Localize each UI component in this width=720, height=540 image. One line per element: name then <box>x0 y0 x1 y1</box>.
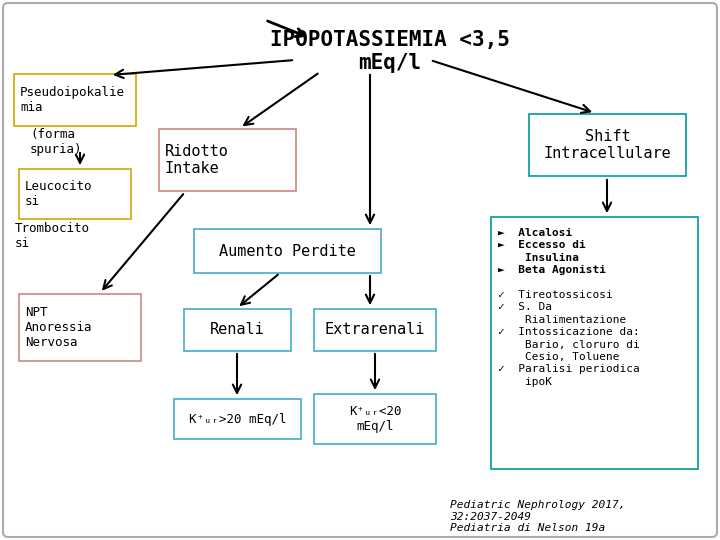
Text: Aumento Perdite: Aumento Perdite <box>219 244 356 259</box>
Text: K⁺ᵤᵣ>20 mEq/l: K⁺ᵤᵣ>20 mEq/l <box>189 413 287 426</box>
Text: ►  Alcalosi: ► Alcalosi <box>498 228 572 238</box>
FancyBboxPatch shape <box>159 129 296 191</box>
Text: IPOPOTASSIEMIA <3,5
mEq/l: IPOPOTASSIEMIA <3,5 mEq/l <box>270 30 510 73</box>
Text: Trombocito
si: Trombocito si <box>15 222 90 250</box>
Text: Ridotto
Intake: Ridotto Intake <box>165 144 229 176</box>
Text: ►  Beta Agonisti: ► Beta Agonisti <box>498 265 606 275</box>
Text: Leucocito
si: Leucocito si <box>25 180 92 208</box>
Text: ►  Eccesso di: ► Eccesso di <box>498 240 586 251</box>
Text: Shift
Intracellulare: Shift Intracellulare <box>544 129 671 161</box>
Text: Extrarenali: Extrarenali <box>325 322 426 338</box>
Text: K⁺ᵤᵣ<20
mEq/l: K⁺ᵤᵣ<20 mEq/l <box>348 405 401 433</box>
Text: ✓  Tireotossicosi: ✓ Tireotossicosi <box>498 290 613 300</box>
Text: NPT
Anoressia
Nervosa: NPT Anoressia Nervosa <box>25 306 92 349</box>
Text: Cesio, Toluene: Cesio, Toluene <box>498 352 619 362</box>
Text: ✓  Paralisi periodica: ✓ Paralisi periodica <box>498 364 640 374</box>
FancyBboxPatch shape <box>19 169 131 219</box>
Text: Bario, cloruro di: Bario, cloruro di <box>498 340 640 349</box>
FancyBboxPatch shape <box>14 74 136 126</box>
Text: (forma
spuria): (forma spuria) <box>30 128 83 156</box>
Text: Rialimentazione: Rialimentazione <box>498 315 626 325</box>
FancyBboxPatch shape <box>314 309 436 351</box>
Text: Pediatric Nephrology 2017,
32:2037-2049
Pediatria di Nelson 19a: Pediatric Nephrology 2017, 32:2037-2049 … <box>450 500 626 533</box>
FancyBboxPatch shape <box>184 309 291 351</box>
Text: ✓  S. Da: ✓ S. Da <box>498 302 552 313</box>
FancyBboxPatch shape <box>194 229 381 273</box>
FancyBboxPatch shape <box>529 114 686 176</box>
Text: ✓  Intossicazione da:: ✓ Intossicazione da: <box>498 327 640 337</box>
FancyBboxPatch shape <box>491 217 698 469</box>
FancyBboxPatch shape <box>3 3 717 537</box>
Text: Insulina: Insulina <box>498 253 579 263</box>
Text: Renali: Renali <box>210 322 265 338</box>
FancyBboxPatch shape <box>174 399 301 439</box>
FancyBboxPatch shape <box>19 294 141 361</box>
Text: Pseudoipokalie
mia: Pseudoipokalie mia <box>20 86 125 114</box>
FancyBboxPatch shape <box>314 394 436 444</box>
Text: ipoK: ipoK <box>498 377 552 387</box>
